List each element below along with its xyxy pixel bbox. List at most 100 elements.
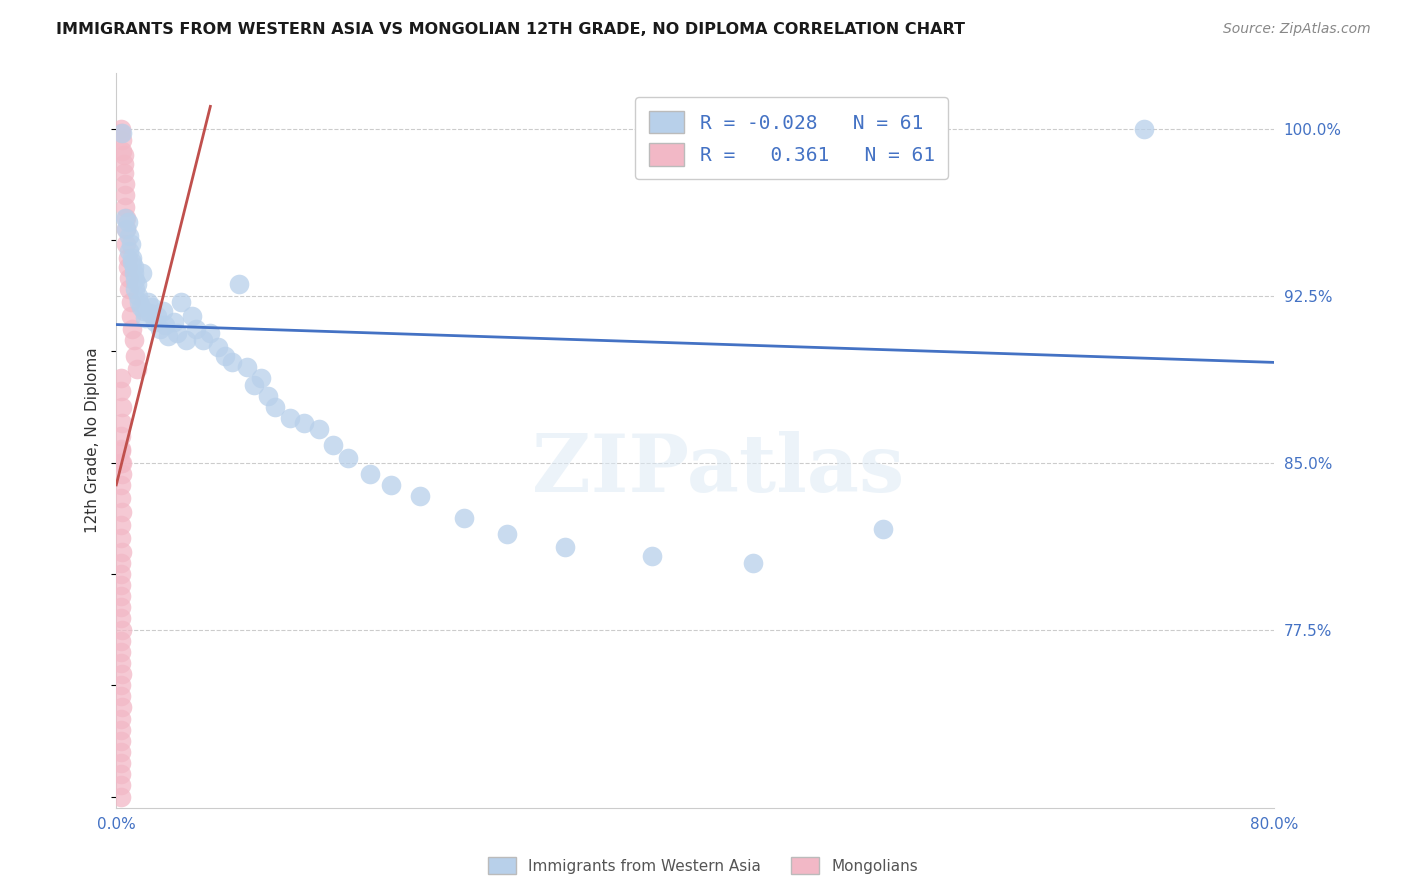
Point: [117, 260, 139, 274]
Point: [110, 779, 132, 793]
Point: [146, 309, 169, 323]
Point: [110, 478, 132, 492]
Point: [121, 322, 143, 336]
Point: [110, 566, 132, 581]
Point: [141, 300, 163, 314]
Point: [115, 222, 138, 236]
Point: [111, 667, 134, 681]
Point: [127, 288, 149, 302]
Point: [453, 511, 475, 525]
Point: [132, 304, 155, 318]
Point: [117, 251, 139, 265]
Point: [124, 349, 146, 363]
Point: [125, 362, 148, 376]
Point: [114, 178, 136, 192]
Point: [136, 295, 159, 310]
Point: [138, 306, 160, 320]
Point: [1133, 121, 1156, 136]
Point: [110, 589, 132, 603]
Point: [120, 237, 142, 252]
Point: [112, 148, 135, 162]
Point: [322, 438, 344, 452]
Point: [118, 282, 141, 296]
Point: [114, 200, 136, 214]
Point: [124, 273, 146, 287]
Y-axis label: 12th Grade, No Diploma: 12th Grade, No Diploma: [86, 348, 100, 533]
Point: [257, 389, 280, 403]
Point: [228, 277, 250, 292]
Point: [124, 282, 146, 296]
Text: ZIPatlas: ZIPatlas: [533, 431, 904, 508]
Point: [200, 326, 222, 341]
Point: [110, 517, 132, 532]
Point: [111, 144, 134, 158]
Point: [110, 756, 132, 771]
Point: [111, 416, 134, 430]
Point: [110, 645, 132, 659]
Point: [163, 315, 186, 329]
Point: [110, 723, 132, 737]
Point: [125, 277, 148, 292]
Point: [129, 300, 152, 314]
Point: [214, 349, 236, 363]
Point: [409, 489, 432, 503]
Point: [120, 295, 142, 310]
Point: [380, 478, 402, 492]
Point: [242, 377, 264, 392]
Point: [170, 295, 193, 310]
Point: [110, 121, 132, 136]
Point: [180, 309, 202, 323]
Point: [114, 211, 136, 225]
Point: [110, 578, 132, 592]
Point: [122, 260, 145, 274]
Text: Source: ZipAtlas.com: Source: ZipAtlas.com: [1223, 22, 1371, 37]
Point: [110, 456, 132, 470]
Point: [111, 544, 134, 558]
Point: [221, 355, 243, 369]
Point: [118, 244, 141, 258]
Point: [111, 700, 134, 714]
Point: [115, 211, 138, 225]
Point: [174, 333, 197, 347]
Point: [166, 326, 188, 341]
Point: [294, 416, 316, 430]
Legend: R = -0.028   N = 61, R =   0.361   N = 61: R = -0.028 N = 61, R = 0.361 N = 61: [636, 97, 948, 179]
Point: [143, 315, 166, 329]
Point: [115, 222, 138, 236]
Point: [207, 340, 229, 354]
Point: [118, 228, 141, 243]
Point: [191, 333, 214, 347]
Point: [149, 322, 172, 336]
Point: [157, 328, 180, 343]
Point: [111, 623, 134, 637]
Legend: Immigrants from Western Asia, Mongolians: Immigrants from Western Asia, Mongolians: [482, 851, 924, 880]
Point: [111, 126, 134, 140]
Point: [496, 526, 519, 541]
Point: [110, 384, 132, 399]
Point: [112, 166, 135, 180]
Point: [235, 359, 257, 374]
Point: [110, 371, 132, 385]
Point: [111, 467, 134, 481]
Point: [184, 322, 207, 336]
Point: [117, 215, 139, 229]
Point: [111, 133, 134, 147]
Point: [111, 400, 134, 414]
Point: [110, 712, 132, 726]
Point: [554, 540, 576, 554]
Point: [308, 422, 330, 436]
Point: [359, 467, 381, 481]
Point: [115, 237, 138, 252]
Point: [131, 266, 153, 280]
Point: [110, 789, 132, 804]
Point: [110, 126, 132, 140]
Point: [336, 451, 359, 466]
Point: [110, 656, 132, 670]
Point: [121, 255, 143, 269]
Point: [110, 611, 132, 625]
Point: [641, 549, 664, 563]
Point: [155, 318, 177, 332]
Point: [120, 309, 142, 323]
Point: [278, 411, 301, 425]
Point: [110, 491, 132, 506]
